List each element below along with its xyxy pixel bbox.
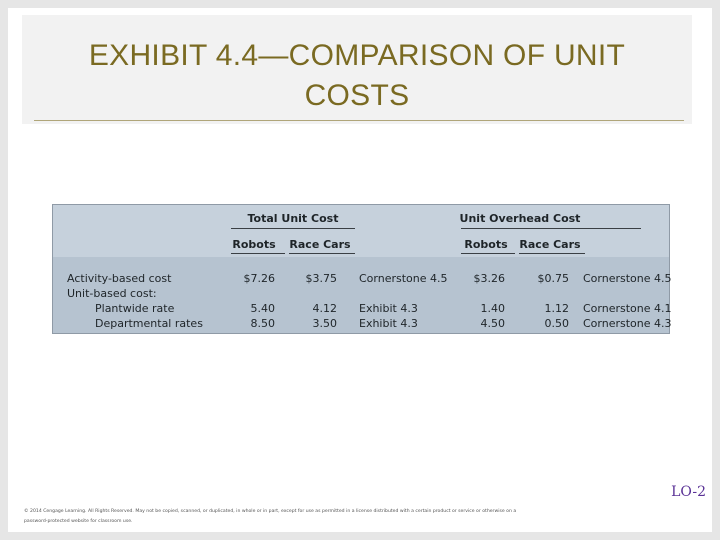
- subheader-underline-1: [231, 253, 285, 254]
- header-unit-overhead-cost: Unit Overhead Cost: [459, 212, 581, 225]
- cell-total-racecars: 4.12: [312, 302, 338, 315]
- cell-source-total: Exhibit 4.3: [359, 302, 418, 315]
- slide-title: EXHIBIT 4.4—COMPARISON OF UNIT COSTS: [22, 36, 692, 116]
- cell-source-overhead: Cornerstone 4.1: [583, 302, 672, 315]
- subheader-robots-total: Robots: [232, 238, 276, 251]
- copyright-line-2: password-protected website for classroom…: [24, 519, 133, 524]
- row-label-plantwide: Plantwide rate: [95, 302, 175, 315]
- title-line-2: COSTS: [304, 79, 410, 112]
- title-line-1: EXHIBIT 4.4—COMPARISON OF UNIT: [88, 39, 626, 72]
- cell-overhead-robots: 4.50: [480, 317, 506, 330]
- cell-total-racecars: $3.75: [305, 272, 338, 285]
- subheader-underline-2: [289, 253, 355, 254]
- cell-source-total: Exhibit 4.3: [359, 317, 418, 330]
- subheader-robots-overhead: Robots: [464, 238, 508, 251]
- cell-total-robots: 5.40: [250, 302, 276, 315]
- row-label-unit-based: Unit-based cost:: [67, 287, 157, 300]
- header-underline-overhead: [461, 228, 641, 229]
- row-label-departmental: Departmental rates: [95, 317, 203, 330]
- slide: EXHIBIT 4.4—COMPARISON OF UNIT COSTS Tot…: [8, 8, 712, 532]
- cell-source-total: Cornerstone 4.5: [359, 272, 448, 285]
- subheader-racecars-overhead: Race Cars: [519, 238, 581, 251]
- title-divider: [34, 120, 684, 121]
- cell-source-overhead: Cornerstone 4.3: [583, 317, 672, 330]
- subheader-underline-4: [519, 253, 585, 254]
- subheader-racecars-total: Race Cars: [289, 238, 351, 251]
- copyright-line-1: © 2014 Cengage Learning. All Rights Rese…: [24, 509, 517, 514]
- cell-source-overhead: Cornerstone 4.5: [583, 272, 672, 285]
- cell-total-robots: 8.50: [250, 317, 276, 330]
- cell-overhead-racecars: $0.75: [537, 272, 570, 285]
- learning-objective-label: LO-2: [671, 484, 706, 500]
- table-header-band: [53, 205, 669, 257]
- subheader-underline-3: [461, 253, 515, 254]
- cell-total-robots: $7.26: [243, 272, 276, 285]
- copyright-notice: © 2014 Cengage Learning. All Rights Rese…: [24, 507, 704, 527]
- unit-cost-table: Total Unit Cost Unit Overhead Cost Robot…: [52, 204, 672, 334]
- row-label-activity-based: Activity-based cost: [67, 272, 172, 285]
- cell-overhead-robots: $3.26: [473, 272, 506, 285]
- title-band: [22, 15, 692, 124]
- cell-overhead-racecars: 0.50: [544, 317, 570, 330]
- cell-overhead-racecars: 1.12: [544, 302, 570, 315]
- cell-overhead-robots: 1.40: [480, 302, 506, 315]
- header-total-unit-cost: Total Unit Cost: [247, 212, 339, 225]
- cell-total-racecars: 3.50: [312, 317, 338, 330]
- header-underline-total: [231, 228, 355, 229]
